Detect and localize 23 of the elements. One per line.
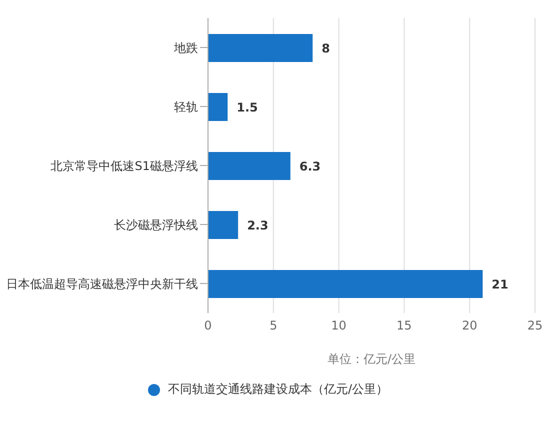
x-tick-label: 25 xyxy=(527,318,543,333)
x-axis-title: 单位：亿元/公里 xyxy=(327,352,416,366)
data-label: 6.3 xyxy=(299,159,321,174)
y-tick-label: 轻轨 xyxy=(174,100,198,114)
data-label: 1.5 xyxy=(236,100,258,114)
legend-label: 不同轨道交通线路建设成本（亿元/公里） xyxy=(168,381,388,398)
data-label: 8 xyxy=(322,41,330,56)
y-tick-label: 日本低温超导高速磁悬浮中央新干线 xyxy=(6,276,198,291)
x-tick-label: 15 xyxy=(396,318,412,333)
data-label: 2.3 xyxy=(247,218,268,232)
x-tick-label: 5 xyxy=(270,318,278,333)
bar xyxy=(208,93,228,121)
x-tick-label: 0 xyxy=(204,318,212,333)
bar xyxy=(208,211,238,239)
y-tick-label: 长沙磁悬浮快线 xyxy=(114,218,198,232)
y-tick-label: 地跌 xyxy=(173,40,198,55)
x-tick-label: 20 xyxy=(462,318,478,333)
bar xyxy=(208,34,313,62)
x-tick-label: 10 xyxy=(331,318,346,333)
bar xyxy=(208,152,290,180)
bar xyxy=(208,270,483,298)
data-label: 21 xyxy=(492,277,508,292)
y-tick-label: 北京常导中低速S1磁悬浮线 xyxy=(50,158,198,173)
